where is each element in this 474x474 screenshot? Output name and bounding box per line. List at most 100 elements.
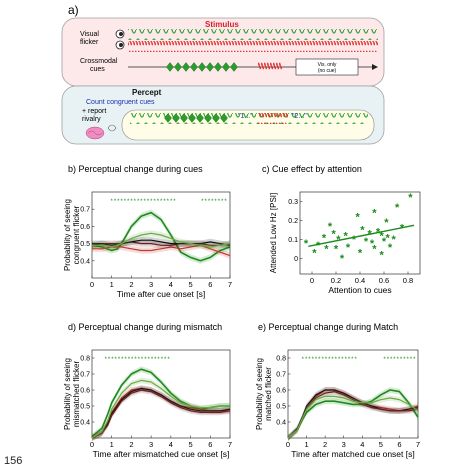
significance-star: * [134,357,137,363]
significance-bar: * * * * * * * * * * * * * * * * * [302,357,358,363]
significance-star: * [164,357,167,363]
significance-star: * [111,199,114,205]
cue-diamond [206,62,214,72]
y-tick-label: 0.1 [288,237,298,244]
percept-cue-diamond [172,113,180,123]
y-tick-label: 0.5 [80,404,90,411]
scatter-point: * [304,238,309,250]
significance-star: * [338,357,341,363]
crossmodal-label-2: cues [90,66,105,73]
significance-star: * [208,199,211,205]
x-tick-label: 5 [188,440,192,449]
x-axis-label: Attention to cues [328,285,391,295]
green-flicker-wave [128,29,378,40]
x-tick-label: 0.4 [355,276,365,285]
cue-diamond [190,62,198,72]
significance-star: * [127,199,130,205]
significance-star: * [138,357,141,363]
y-tick-label: 0.6 [80,388,90,395]
scatter-point: * [391,234,396,246]
significance-star: * [328,357,331,363]
significance-star: * [345,357,348,363]
series-error-band [92,377,230,441]
significance-star: * [318,357,321,363]
percept-cue-train [164,113,228,123]
x-tick-label: 1 [110,280,114,289]
x-tick-label: 1 [110,440,114,449]
x-axis-label: Time after mismatched cue onset [s] [93,449,230,459]
red-flicker-wave [128,41,378,52]
vis-only-label-1: Vis. only [318,62,337,68]
bubble-count-2: "2..." [292,113,307,120]
y-tick-label: 0.4 [80,258,90,265]
significance-star: * [348,357,351,363]
significance-star: * [141,357,144,363]
x-tick-label: 4 [169,280,173,289]
significance-star: * [147,199,150,205]
chart-title: b) Perceptual change during cues [68,164,203,174]
y-axis-label: mismatched flicker [72,361,81,428]
percept-red-wave [258,113,288,124]
page-number: 156 [4,455,23,467]
significance-bar: * * * * * * * * * * * * * * * * * * * * [111,199,177,205]
y-tick-label: 0.8 [276,356,286,363]
cue-diamond [214,62,222,72]
x-tick-label: 7 [228,280,232,289]
scatter-point: * [372,207,377,219]
y-tick-label: 0.6 [80,224,90,231]
scatter-point: * [334,244,339,256]
significance-star: * [117,199,120,205]
y-axis-label: congruent flicker [72,205,81,264]
significance-star: * [312,357,315,363]
x-tick-label: 0 [90,440,94,449]
x-tick-label: 4 [169,440,173,449]
significance-star: * [351,357,354,363]
y-tick-label: 0.7 [80,372,90,379]
scatter-point: * [312,248,317,260]
significance-star: * [221,199,224,205]
chart-b: b) Perceptual change during cues 0 1 2 3 4 5 6 7… [63,164,232,299]
x-tick-label: 6 [397,440,401,449]
scatter-point: * [328,221,333,233]
y-tick-label: 0 [294,256,298,263]
significance-star: * [331,357,334,363]
series-line [92,244,231,257]
significance-star: * [108,357,111,363]
series-line [91,368,230,438]
scatter-point: * [385,232,390,244]
timeline-arrowhead-icon [372,64,378,70]
scatter-point: * [364,236,369,248]
y-tick-label: 0.4 [276,420,286,427]
significance-star: * [157,199,160,205]
eyes-icon [115,29,125,50]
y-axis-label: matched flicker [264,367,273,421]
significance-star: * [150,199,153,205]
significance-star: * [403,357,406,363]
regression-line [308,224,415,248]
significance-star: * [201,199,204,205]
plot-frame [91,191,231,279]
series-line [91,241,231,246]
x-tick-label: 3 [149,440,153,449]
x-tick-label: 3 [342,440,346,449]
significance-star: * [124,357,127,363]
series-error-band [92,230,230,251]
significance-star: * [148,357,151,363]
x-tick-label: 7 [228,440,232,449]
x-tick-label: 7 [416,440,420,449]
y-tick-label: 0.8 [80,356,90,363]
plot-frame [287,349,419,439]
percept-title: Percept [132,88,162,97]
scatter-point: * [379,249,384,261]
series-error-band [288,393,418,441]
scatter-point: * [316,240,321,252]
scatter-point: * [358,248,363,260]
series-error-band [288,387,418,441]
percept-cue-diamond [180,113,188,123]
x-tick-label: 6 [208,280,212,289]
significance-star: * [308,357,311,363]
significance-star: * [154,357,157,363]
significance-star: * [153,199,156,205]
significance-star: * [410,357,413,363]
scatter-point: * [372,244,377,256]
